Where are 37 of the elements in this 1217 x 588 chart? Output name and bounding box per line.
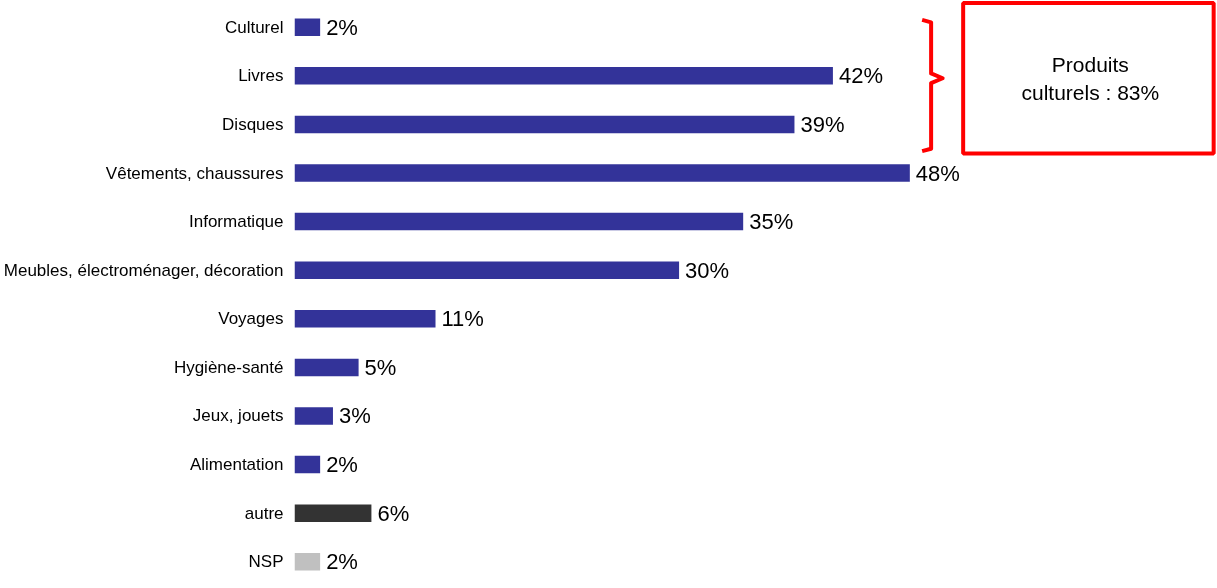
y-tick-label: autre <box>244 503 284 523</box>
bar <box>294 67 833 85</box>
data-label: 2% <box>326 549 358 575</box>
bar <box>294 504 372 522</box>
bar <box>294 407 333 425</box>
bar <box>294 310 436 328</box>
y-tick-label: Livres <box>238 66 284 86</box>
y-tick-label: NSP <box>248 552 284 572</box>
bar <box>294 358 359 377</box>
text: Produits culturels : 83% <box>1021 52 1160 104</box>
data-label: 5% <box>364 354 397 380</box>
y-tick-label: Culturel <box>224 17 284 37</box>
data-label: 3% <box>338 403 371 429</box>
bar <box>294 212 744 231</box>
bar <box>294 455 321 474</box>
bar <box>294 18 321 36</box>
y-tick-label: Vêtements, chaussures <box>105 163 284 183</box>
bar <box>294 553 321 571</box>
data-label: 39% <box>800 111 845 137</box>
y-tick-label: Voyages <box>218 309 284 329</box>
bar <box>294 261 680 279</box>
data-label: 11% <box>441 306 484 332</box>
data-label: 2% <box>326 452 358 478</box>
bar <box>294 115 795 134</box>
y-tick-label: Informatique <box>189 212 284 232</box>
data-label: 48% <box>915 160 960 186</box>
data-label: 35% <box>749 209 794 235</box>
data-label: 42% <box>838 63 883 89</box>
data-label: 2% <box>326 14 358 40</box>
y-tick-label: Hygiène-santé <box>173 357 284 377</box>
y-tick-label: Jeux, jouets <box>192 406 284 426</box>
y-tick-label: Disques <box>222 114 284 134</box>
y-tick-label: Meubles, électroménager, décoration <box>3 260 284 280</box>
y-tick-label: Alimentation <box>189 455 284 475</box>
data-label: 6% <box>377 500 410 526</box>
data-label: 30% <box>685 257 730 283</box>
bar <box>294 164 910 182</box>
